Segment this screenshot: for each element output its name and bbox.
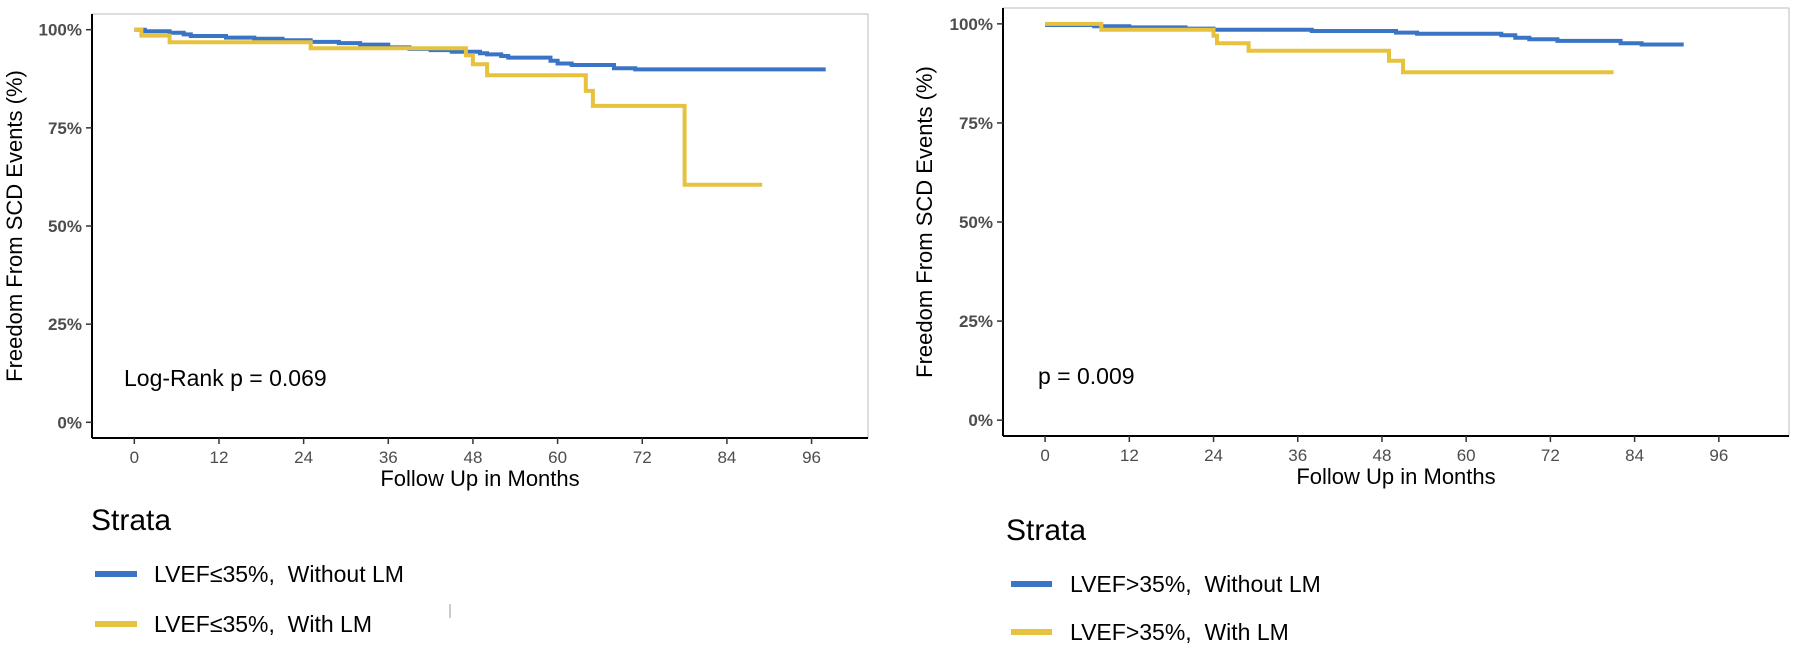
right-pvalue-annotation: p = 0.009 [1038, 363, 1135, 389]
left-x-tick-label-84: 84 [717, 448, 736, 467]
right-y-tick-label-0: 0% [968, 411, 993, 430]
right-legend: Strata LVEF>35%, Without LM LVEF>35%, Wi… [1006, 514, 1321, 645]
right-x-tick-label-12: 12 [1120, 446, 1139, 465]
left-x-tick-label-96: 96 [802, 448, 821, 467]
right-km-curve-without-lm [1045, 23, 1684, 47]
right-x-axis-title: Follow Up in Months [1296, 464, 1495, 489]
right-x-tick-label-96: 96 [1709, 446, 1728, 465]
left-x-ticks: 0 12 24 36 48 60 72 84 96 [130, 438, 821, 467]
right-x-tick-label-24: 24 [1204, 446, 1223, 465]
left-x-tick-label-24: 24 [294, 448, 313, 467]
right-y-axis-title: Freedom From SCD Events (%) [912, 66, 937, 378]
right-x-tick-label-84: 84 [1625, 446, 1644, 465]
right-y-tick-label-75: 75% [959, 114, 993, 133]
right-km-curve-with-lm [1045, 21, 1614, 75]
left-y-ticks: 0% 25% 50% 75% 100% [39, 21, 92, 432]
left-legend-title: Strata [91, 504, 171, 537]
left-x-tick-label-48: 48 [463, 448, 482, 467]
right-x-tick-label-60: 60 [1457, 446, 1476, 465]
right-y-tick-label-25: 25% [959, 312, 993, 331]
right-legend-label-without-lm: LVEF>35%, Without LM [1070, 571, 1321, 597]
left-x-axis-title: Follow Up in Months [380, 466, 579, 491]
right-x-tick-label-36: 36 [1288, 446, 1307, 465]
left-x-tick-label-72: 72 [633, 448, 652, 467]
left-km-chart: 0% 25% 50% 75% 100% 0 12 24 36 48 60 72 84 96 Log-Ra… [2, 13, 869, 637]
left-y-tick-label-50: 50% [48, 217, 82, 236]
right-x-tick-label-72: 72 [1541, 446, 1560, 465]
right-legend-title: Strata [1006, 514, 1086, 547]
left-x-tick-label-12: 12 [210, 448, 229, 467]
right-series-lines [1045, 21, 1684, 75]
right-y-ticks: 0% 25% 50% 75% 100% [950, 15, 1003, 430]
left-x-tick-label-0: 0 [130, 448, 139, 467]
left-y-tick-label-100: 100% [39, 21, 82, 40]
left-km-curve-with-lm [134, 27, 763, 187]
right-y-tick-label-50: 50% [959, 213, 993, 232]
left-y-tick-label-75: 75% [48, 119, 82, 138]
left-pvalue-annotation: Log-Rank p = 0.069 [124, 365, 327, 391]
right-x-tick-label-48: 48 [1373, 446, 1392, 465]
right-x-tick-label-0: 0 [1040, 446, 1049, 465]
right-km-chart: 0% 25% 50% 75% 100% 0 12 24 36 48 60 72 84 96 p = 0.… [912, 7, 1790, 645]
right-x-ticks: 0 12 24 36 48 60 72 84 96 [1040, 436, 1728, 465]
left-y-tick-label-0: 0% [57, 413, 82, 432]
right-legend-label-with-lm: LVEF>35%, With LM [1070, 619, 1289, 645]
left-x-tick-label-60: 60 [548, 448, 567, 467]
left-legend-label-without-lm: LVEF≤35%, Without LM [154, 561, 404, 587]
left-y-axis-title: Freedom From SCD Events (%) [2, 70, 27, 382]
left-legend: Strata LVEF≤35%, Without LM LVEF≤35%, Wi… [91, 504, 404, 637]
right-y-tick-label-100: 100% [950, 15, 993, 34]
left-x-tick-label-36: 36 [379, 448, 398, 467]
left-legend-label-with-lm: LVEF≤35%, With LM [154, 611, 372, 637]
left-y-tick-label-25: 25% [48, 315, 82, 334]
left-series-lines [134, 27, 826, 187]
